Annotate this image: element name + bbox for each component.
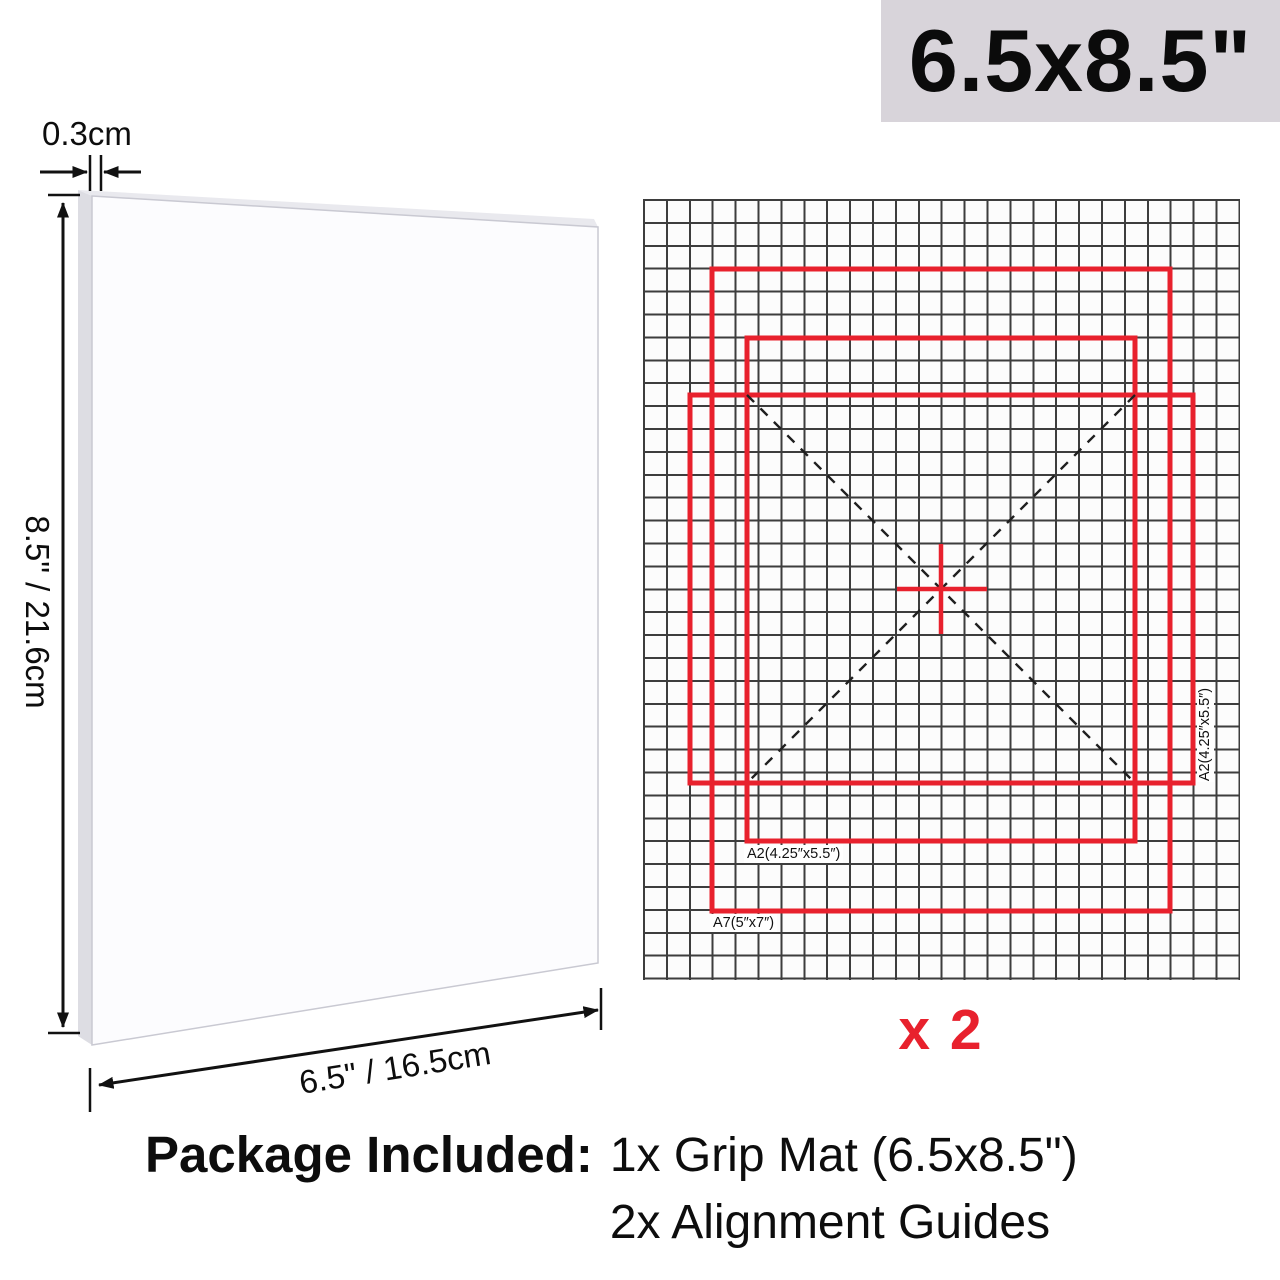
mat-left-edge (78, 190, 92, 1045)
height-dimension-label: 8.5" / 21.6cm (19, 515, 56, 709)
package-items-list: 1x Grip Mat (6.5x8.5") 2x Alignment Guid… (610, 1122, 1078, 1256)
quantity-label: x 2 (898, 998, 984, 1062)
package-heading: Package Included: (145, 1126, 593, 1183)
a7-card-label: A7(5″x7″) (710, 914, 778, 932)
thickness-dimension-label: 0.3cm (42, 115, 132, 152)
package-item-grip-mat: 1x Grip Mat (6.5x8.5") (609, 1129, 1078, 1182)
thickness-dimension-arrows (40, 155, 141, 191)
alignment-guide-grid (643, 199, 1240, 980)
a2-landscape-card-label: A2(4.25″x5.5″) (1197, 687, 1214, 782)
package-included-section: Package Included: 1x Grip Mat (6.5x8.5")… (145, 1122, 1078, 1256)
width-dimension-label: 6.5" / 16.5cm (296, 1034, 494, 1101)
mat-front-face (91, 195, 599, 1046)
package-item-alignment-guides: 2x Alignment Guides (609, 1196, 1051, 1249)
mat-top-edge (78, 190, 598, 227)
size-badge: 6.5x8.5" (881, 0, 1280, 122)
grip-mat-illustration (78, 190, 599, 1046)
a2-portrait-card-label: A2(4.25″x5.5″) (744, 845, 844, 863)
